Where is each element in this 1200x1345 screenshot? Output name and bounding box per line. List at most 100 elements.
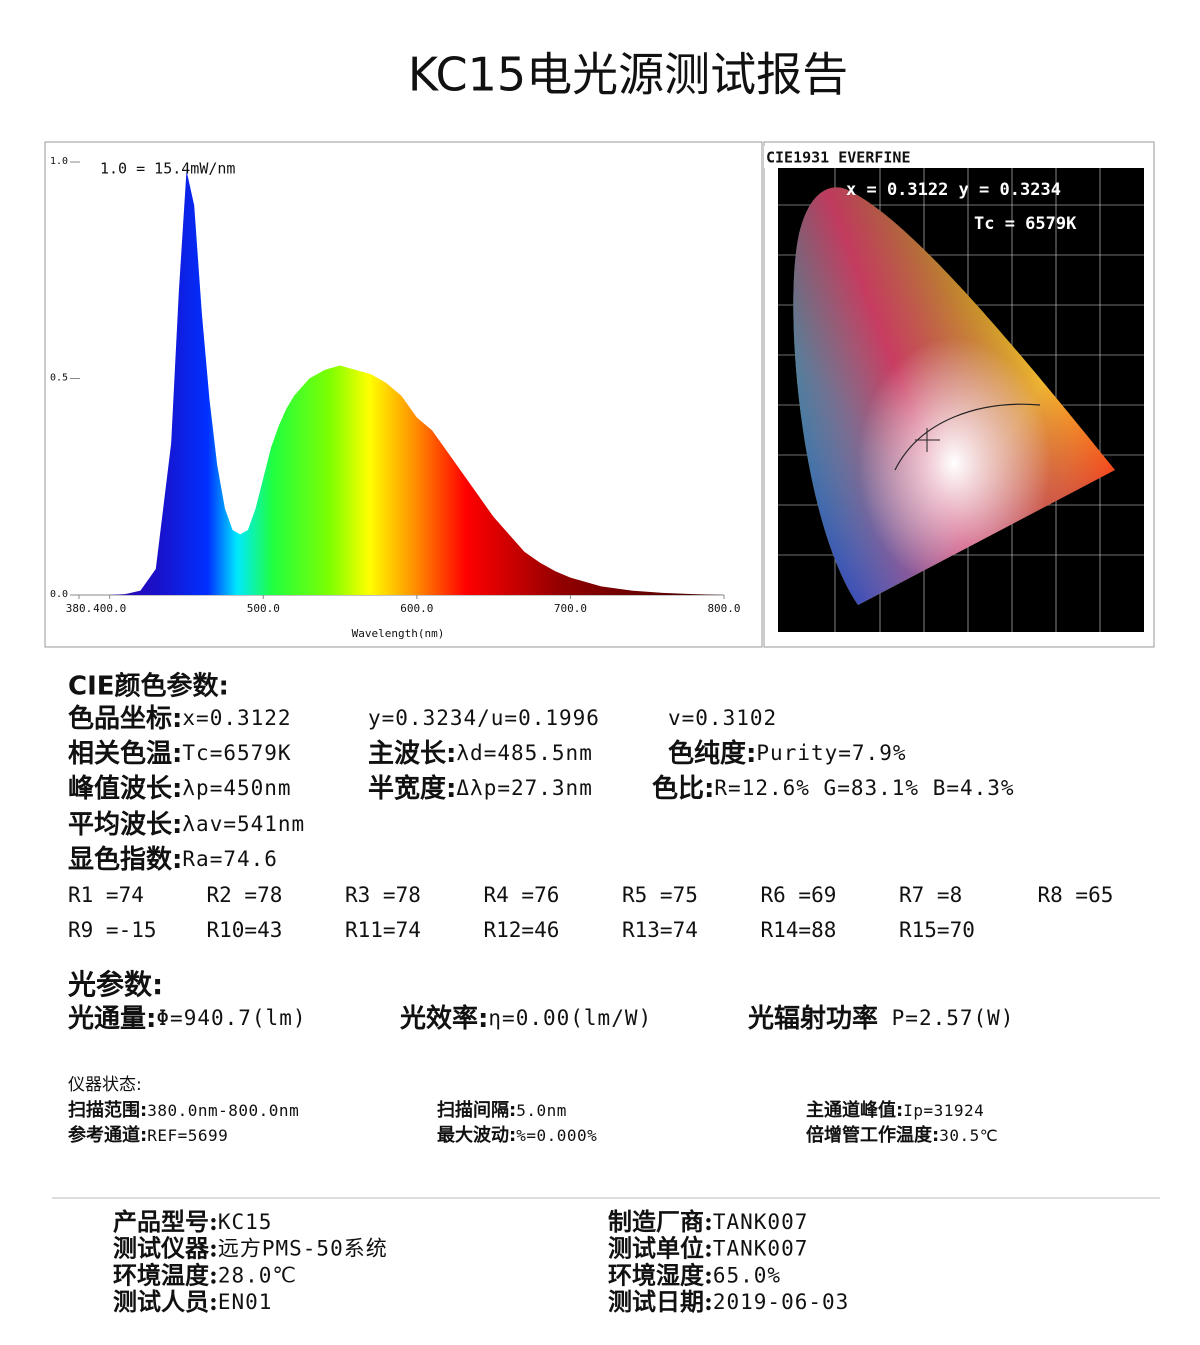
param: 参考通道:REF=5699 xyxy=(68,1124,228,1146)
param-value: KC15 xyxy=(218,1210,273,1234)
param-value: 28.0℃ xyxy=(218,1263,297,1287)
param-label: 峰值波长: xyxy=(68,774,182,804)
param-value: Tc=6579K xyxy=(182,741,291,765)
render-index: R12=46 xyxy=(484,918,560,942)
param-label: 测试仪器: xyxy=(113,1233,218,1262)
render-index: R10=43 xyxy=(207,918,283,942)
param-label: 主通道峰值: xyxy=(806,1099,903,1121)
param-value: TANK007 xyxy=(713,1210,809,1234)
cie-header: CIE1931 EVERFINE xyxy=(766,149,911,167)
param-value: Φ=940.7(lm) xyxy=(156,1006,306,1030)
param-value: 380.0nm-800.0nm xyxy=(147,1101,299,1120)
param-value: REF=5699 xyxy=(147,1126,228,1145)
param-value: λav=541nm xyxy=(182,812,305,836)
param-value: 5.0nm xyxy=(516,1101,567,1120)
render-index: R7 =8 xyxy=(899,883,962,907)
param-value: TANK007 xyxy=(713,1237,809,1261)
section-title: 仪器状态: xyxy=(68,1075,142,1095)
chart-annotation: 1.0 = 15.4mW/nm xyxy=(100,160,235,178)
section-title: 光参数: xyxy=(67,968,163,1001)
param-value: y=0.3234/u=0.1996 xyxy=(368,706,600,730)
param: 色品坐标:x=0.3122 xyxy=(68,703,292,734)
cie-header-bg xyxy=(764,146,976,168)
param: 扫描间隔:5.0nm xyxy=(437,1099,567,1121)
param: 光效率:η=0.00(lm/W) xyxy=(399,1003,652,1034)
param: 测试单位:TANK007 xyxy=(608,1233,808,1262)
param-value: P=2.57(W) xyxy=(878,1006,1014,1030)
param-label: 显色指数: xyxy=(68,844,182,875)
cie-tc: Tc = 6579K xyxy=(974,214,1077,234)
param: 扫描范围:380.0nm-800.0nm xyxy=(68,1099,299,1121)
param: 测试人员:EN01 xyxy=(113,1287,272,1316)
render-index: R15=70 xyxy=(899,918,975,942)
param-value: η=0.00(lm/W) xyxy=(488,1006,652,1030)
param: 测试日期:2019-06-03 xyxy=(608,1287,849,1316)
param-label: 扫描间隔: xyxy=(437,1099,516,1121)
render-index: R11=74 xyxy=(345,918,421,942)
x-tick-label: 700.0 xyxy=(554,602,587,615)
render-index: R8 =65 xyxy=(1038,883,1114,907)
param-label: 倍增管工作温度: xyxy=(806,1124,939,1146)
x-tick-label: 400.0 xyxy=(93,602,126,615)
param-label: 扫描范围: xyxy=(68,1099,147,1121)
param: 环境温度:28.0℃ xyxy=(113,1260,297,1289)
param: 环境湿度:65.0% xyxy=(608,1260,781,1289)
param-value: 2019-06-03 xyxy=(713,1290,849,1314)
param: 显色指数:Ra=74.6 xyxy=(68,844,278,875)
param-label: 制造厂商: xyxy=(608,1207,713,1236)
param-value: %=0.000% xyxy=(516,1126,597,1145)
y-tick-label: 1.0 xyxy=(50,156,68,167)
param: y=0.3234/u=0.1996 xyxy=(368,706,600,730)
render-index: R9 =-15 xyxy=(68,918,157,942)
param-value: Purity=7.9% xyxy=(756,741,906,765)
param-label: 参考通道: xyxy=(68,1124,147,1146)
param-label: 产品型号: xyxy=(113,1207,218,1236)
param-label: 色纯度: xyxy=(668,738,756,769)
param-label: 最大波动: xyxy=(437,1124,516,1146)
y-tick-label: 0.5 xyxy=(50,373,68,384)
param: 主波长:λd=485.5nm xyxy=(368,739,593,769)
x-tick-label: 800.0 xyxy=(707,602,740,615)
x-tick-label: 380. xyxy=(66,602,93,615)
param-label: 色比: xyxy=(652,773,714,804)
param-label: 光通量: xyxy=(67,1004,156,1034)
param-value: R=12.6% G=83.1% B=4.3% xyxy=(714,776,1014,800)
param: 最大波动:%=0.000% xyxy=(437,1124,597,1146)
param-label: 光效率: xyxy=(399,1003,488,1034)
param-label: 测试人员: xyxy=(113,1287,218,1316)
param: v=0.3102 xyxy=(668,706,777,730)
param: 光通量:Φ=940.7(lm) xyxy=(67,1004,306,1034)
param: 色纯度:Purity=7.9% xyxy=(668,738,906,769)
param-value: 远方PMS-50系统 xyxy=(218,1237,388,1261)
param: 峰值波长:λp=450nm xyxy=(68,774,292,804)
param-label: 测试日期: xyxy=(608,1287,713,1316)
param-value: λd=485.5nm xyxy=(456,741,592,765)
param-label: 光辐射功率 xyxy=(747,1003,878,1034)
section-title: CIE颜色参数: xyxy=(68,671,229,702)
render-index: R5 =75 xyxy=(622,883,698,907)
param: 倍增管工作温度:30.5℃ xyxy=(806,1124,998,1146)
param: 色比:R=12.6% G=83.1% B=4.3% xyxy=(652,773,1015,804)
param-value: 30.5℃ xyxy=(939,1126,998,1145)
param-value: EN01 xyxy=(218,1290,273,1314)
param-label: 相关色温: xyxy=(68,738,182,769)
render-index: R13=74 xyxy=(622,918,698,942)
param: 制造厂商:TANK007 xyxy=(608,1207,808,1236)
param-value: x=0.3122 xyxy=(182,706,291,730)
render-index: R14=88 xyxy=(761,918,837,942)
x-tick-label: 600.0 xyxy=(400,602,433,615)
param-label: 测试单位: xyxy=(608,1233,713,1262)
param-value: v=0.3102 xyxy=(668,706,777,730)
x-axis-label: Wavelength(nm) xyxy=(352,627,445,640)
report-title: KC15电光源测试报告 xyxy=(408,48,848,102)
param: 相关色温:Tc=6579K xyxy=(68,738,292,769)
param-value: Ra=74.6 xyxy=(182,847,278,871)
x-tick-label: 500.0 xyxy=(247,602,280,615)
render-index: R2 =78 xyxy=(207,883,283,907)
param: 产品型号:KC15 xyxy=(113,1207,272,1236)
param-label: 环境湿度: xyxy=(608,1260,713,1289)
render-index: R1 =74 xyxy=(68,883,144,907)
spectrum-area xyxy=(79,170,724,595)
cie-coords: x = 0.3122 y = 0.3234 xyxy=(846,180,1061,200)
